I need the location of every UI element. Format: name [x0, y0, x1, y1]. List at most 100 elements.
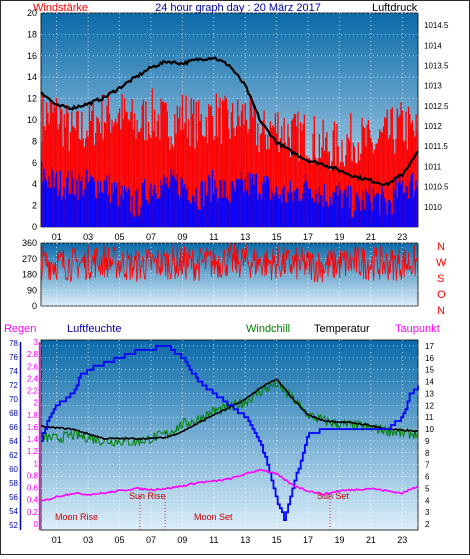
wind-speed-bar	[244, 103, 246, 227]
wind-speed-bar	[68, 151, 70, 227]
wind-average-bar	[210, 202, 212, 227]
wind-speed-bar	[83, 146, 86, 227]
wind-speed-bar	[281, 126, 283, 227]
wind-speed-bar	[176, 105, 179, 227]
wind-speed-bar	[108, 113, 111, 227]
wind-speed-bar	[215, 93, 217, 227]
wind-speed-bar	[160, 98, 162, 227]
wind-speed-bar	[263, 110, 265, 227]
pressure-tick-1014.5: 1014.5	[424, 21, 449, 30]
pressure-tick-1013.5: 1013.5	[424, 61, 449, 70]
wind-speed-bar	[365, 146, 367, 227]
wind-average-bar	[357, 196, 359, 227]
wind-average-bar	[79, 181, 82, 227]
windchill-legend: Windchill	[246, 323, 290, 335]
wind-speed-bar	[184, 122, 186, 227]
rain-tick-2.2: 2.2	[27, 387, 39, 396]
wind-speed-bar	[374, 149, 376, 227]
rain-tick-0: 0	[34, 520, 39, 529]
wind-speed-bar	[235, 126, 238, 227]
humidity-tick-70: 70	[9, 395, 18, 404]
wind-speed-bar	[46, 102, 48, 227]
wind-speed-bar	[76, 111, 78, 227]
wind-speed-bar	[156, 120, 158, 227]
wind-speed-bar	[73, 127, 75, 227]
wind-average-bar	[321, 194, 323, 227]
wind-speed-bar	[230, 112, 233, 227]
temp-humidity-marks	[40, 345, 419, 521]
wind-speed-bar	[142, 100, 145, 227]
wind-average-bar	[343, 190, 346, 227]
wind-average-bar	[200, 182, 202, 227]
wind-average-bar	[362, 191, 364, 227]
wind-average-bar	[379, 215, 381, 227]
wind-speed-bar	[203, 136, 205, 227]
wind-average-bar	[325, 202, 327, 227]
wind-speed-bar	[337, 146, 339, 227]
wind-average-bar	[113, 181, 116, 227]
wind-speed-bar	[283, 118, 285, 227]
wind-speed-bar	[294, 114, 297, 227]
wind-speed-bar	[382, 126, 385, 227]
wind-speed-bar	[240, 111, 243, 227]
wind-average-bar	[171, 175, 173, 227]
wind-average-bar	[162, 174, 165, 227]
wind-average-bar	[336, 185, 338, 227]
pressure-axis-title: Luftdruck	[372, 2, 418, 14]
wind-average-bar	[242, 180, 244, 227]
wind-average-bar	[123, 186, 126, 227]
wind-average-bar	[323, 183, 325, 227]
rain-tick-1.8: 1.8	[27, 411, 39, 420]
wind-average-bar	[361, 200, 363, 227]
wind-speed-bar	[200, 114, 202, 227]
wind-speed-bar	[225, 98, 228, 227]
wind-average-bar	[106, 175, 108, 227]
wind-speed-bar	[269, 121, 272, 227]
wind-speed-bar	[132, 129, 135, 227]
wind-average-bar	[225, 198, 227, 227]
wind-speed-bar	[219, 97, 221, 227]
wind-speed-bar	[368, 129, 371, 227]
wind-average-bar	[68, 194, 70, 227]
rain-tick-0.8: 0.8	[27, 471, 39, 480]
wind-average-bar	[268, 179, 270, 227]
wind-speed-bar	[346, 134, 348, 227]
wind-speed-tick-0: 0	[32, 222, 37, 232]
wind-average-bar	[318, 187, 320, 227]
wind-speed-bar	[106, 105, 108, 227]
wind-speed-bar	[242, 104, 244, 227]
wind-speed-bar	[348, 141, 351, 227]
wind-average-bar	[149, 187, 151, 227]
wind-speed-bar	[216, 136, 219, 227]
wind-speed-bar	[185, 95, 187, 227]
wind-average-bar	[78, 174, 80, 227]
wind-average-bar	[387, 199, 390, 227]
wind-average-bar	[319, 195, 322, 227]
wind-average-bar	[342, 193, 344, 227]
wind-speed-bar	[87, 136, 89, 227]
wind-speed-bar	[331, 161, 333, 227]
rain-tick-2: 2	[34, 399, 39, 408]
wind-speed-bar	[54, 107, 57, 227]
temperature-tick-2: 2	[425, 520, 430, 529]
wind-speed-bar	[322, 119, 324, 227]
wind-speed-bar	[110, 132, 112, 227]
wind-average-bar	[356, 191, 358, 227]
wind-average-bar	[127, 187, 129, 227]
rain-tick-3: 3	[34, 338, 39, 347]
wind-speed-bar	[126, 112, 128, 227]
wind-average-bar	[372, 188, 374, 227]
rain-tick-1.6: 1.6	[27, 423, 39, 432]
wind-average-bar	[284, 201, 286, 227]
wind-speed-bar	[67, 112, 69, 227]
wind-speed-bar	[357, 142, 359, 227]
wind-average-bar	[327, 207, 329, 227]
wind-speed-bar	[282, 145, 284, 227]
wind-speed-bar	[62, 146, 64, 227]
humidity-tick-72: 72	[9, 381, 18, 390]
wind-speed-bar	[234, 136, 236, 227]
wind-average-bar	[353, 210, 356, 227]
rain-tick-0.4: 0.4	[27, 496, 39, 505]
wind-speed-bar	[360, 153, 362, 227]
wind-speed-bar	[394, 153, 396, 227]
